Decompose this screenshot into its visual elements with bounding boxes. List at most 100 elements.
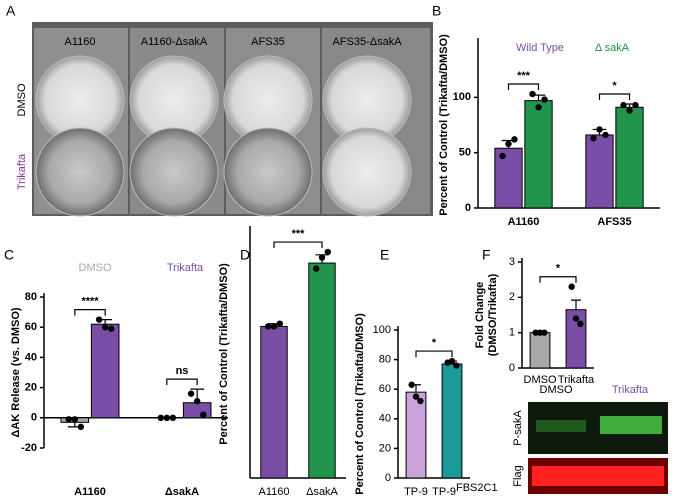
data-point bbox=[77, 423, 85, 431]
panel-letter: F bbox=[482, 247, 491, 263]
bar bbox=[529, 332, 551, 369]
bar bbox=[524, 100, 553, 209]
chart: B Percent of Control (Trikafta/DMSO) 0 50 10… bbox=[432, 3, 660, 228]
bar bbox=[308, 262, 336, 479]
bar bbox=[494, 147, 523, 209]
data-point bbox=[187, 390, 195, 397]
y-axis-label: ΔAK Release (vs. DMSO) bbox=[10, 307, 22, 438]
error-bar bbox=[571, 299, 581, 310]
data-point bbox=[169, 414, 177, 421]
chart: E Percent of Control (Trikafta/DMSO) 0 20 40… bbox=[354, 247, 498, 498]
x-tick-label: ΔsakA bbox=[306, 486, 338, 498]
chart: C ΔAK Release (vs. DMSO) -20 0 20 40 60 80 A1160… bbox=[4, 247, 228, 498]
significance-label: *** bbox=[517, 70, 531, 82]
significance-label: * bbox=[612, 80, 617, 92]
y-tick-label: 0 bbox=[31, 412, 37, 424]
x-tick-label: A1160 bbox=[259, 486, 290, 498]
y-tick-label: 40 bbox=[25, 351, 37, 363]
data-point bbox=[157, 414, 164, 421]
row-label: DMSO bbox=[16, 83, 28, 116]
data-point bbox=[499, 152, 506, 160]
data-point bbox=[200, 411, 207, 418]
data-point bbox=[318, 254, 326, 261]
legend-label: Trikafta bbox=[167, 262, 204, 274]
data-point bbox=[193, 397, 201, 405]
data-point bbox=[270, 323, 278, 330]
panel-letter: D bbox=[240, 247, 250, 263]
significance-bracket bbox=[539, 276, 577, 283]
data-point bbox=[408, 381, 415, 388]
data-point bbox=[590, 135, 597, 142]
column-label: AFS35 bbox=[251, 36, 285, 48]
significance-bracket bbox=[74, 309, 106, 316]
x-tick-label: A1160 bbox=[74, 486, 106, 498]
bar bbox=[90, 323, 120, 419]
x-tick-label: TP-9 bbox=[404, 486, 428, 498]
data-point bbox=[596, 126, 603, 133]
bar bbox=[405, 391, 427, 479]
x-tick-label: TP-9 bbox=[432, 486, 456, 498]
data-point bbox=[568, 283, 575, 290]
y-tick-label: 100 bbox=[453, 91, 471, 103]
bar bbox=[615, 106, 644, 209]
data-point bbox=[95, 316, 103, 323]
data-point bbox=[529, 90, 536, 98]
panel-a: A A1160 A1160-ΔsakA AFS35 AFS35-ΔsakA DM… bbox=[6, 3, 433, 217]
y-axis-label: Fold Change bbox=[474, 282, 486, 349]
data-point bbox=[163, 414, 171, 421]
data-point bbox=[541, 329, 548, 336]
y-tick-label: 80 bbox=[379, 354, 391, 366]
significance-bracket bbox=[273, 241, 323, 249]
significance-label: ns bbox=[176, 365, 189, 377]
significance-label: *** bbox=[292, 228, 306, 240]
column-label: A1160 bbox=[65, 36, 96, 48]
x-tick-label: Trikafta bbox=[558, 374, 595, 386]
lane-label: Trikafta bbox=[612, 384, 649, 396]
y-tick-label: 0 bbox=[509, 362, 515, 374]
lane-label: DMSO bbox=[540, 384, 573, 396]
data-point bbox=[577, 320, 584, 328]
data-point bbox=[276, 320, 284, 327]
data-point bbox=[511, 136, 518, 143]
y-tick-label: 20 bbox=[379, 442, 391, 454]
data-point bbox=[453, 362, 460, 369]
x-tick-superscript: FBS2C1 bbox=[456, 482, 498, 494]
panel-letter: A bbox=[6, 3, 16, 19]
significance-bracket bbox=[415, 350, 453, 358]
significance-bracket bbox=[507, 83, 540, 91]
significance-label: * bbox=[432, 337, 437, 349]
y-axis-label: (DMSO/Trikafta) bbox=[487, 273, 499, 356]
y-tick-label: 2 bbox=[509, 291, 515, 303]
x-tick-label: A1160 bbox=[508, 216, 540, 228]
chart: F Fold Change (DMSO/Trikafta) 0 1 2 3 DMSO Trika… bbox=[474, 247, 595, 386]
y-tick-label: 40 bbox=[379, 413, 391, 425]
legend-label: Wild Type bbox=[516, 42, 564, 54]
y-tick-label: 80 bbox=[25, 291, 37, 303]
bar bbox=[585, 134, 614, 209]
chart: D Percent of Control (Trikafta/DMSO) A1160… bbox=[218, 226, 346, 498]
y-tick-label: 0 bbox=[465, 202, 471, 214]
y-axis-label: Percent of Control (Trikafta/DMSO) bbox=[218, 263, 230, 445]
data-point bbox=[264, 323, 272, 330]
data-point bbox=[71, 416, 79, 423]
panel-letter: C bbox=[4, 247, 14, 263]
y-tick-label: 0 bbox=[385, 472, 391, 484]
row-label: Flag bbox=[512, 465, 524, 486]
panel-letter: E bbox=[380, 247, 389, 263]
data-point bbox=[312, 265, 320, 272]
row-label: Trikafta bbox=[16, 153, 28, 190]
x-tick-label: DMSO bbox=[524, 374, 557, 386]
bar bbox=[441, 363, 463, 479]
data-point bbox=[620, 101, 627, 109]
data-point bbox=[505, 140, 512, 148]
y-tick-label: 20 bbox=[25, 382, 37, 394]
x-tick-label: AFS35 bbox=[597, 216, 631, 228]
row-label: P-sakA bbox=[512, 410, 524, 446]
column-label: A1160-ΔsakA bbox=[141, 36, 208, 48]
y-tick-label: 60 bbox=[25, 321, 37, 333]
data-point bbox=[632, 101, 639, 109]
data-point bbox=[324, 248, 332, 256]
y-tick-label: 100 bbox=[373, 324, 391, 336]
y-axis-label: Percent of Control (Trikafta/DMSO) bbox=[438, 34, 450, 216]
